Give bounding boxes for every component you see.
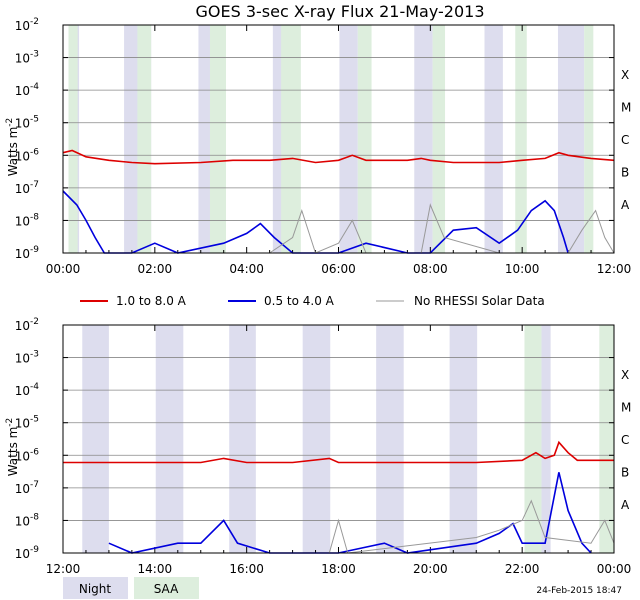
bottom-night-band-6 — [541, 325, 551, 553]
bottom-night-band-2 — [229, 325, 256, 553]
bottom-xtick-label-2: 16:00 — [229, 562, 264, 576]
top-y-axis-label: Watts m-2 — [5, 118, 20, 177]
bottom-ytick-label-5: 10-4 — [15, 382, 40, 398]
band-key: Night SAA — [63, 577, 199, 599]
bottom-ytick-label-0: 10-9 — [15, 545, 40, 561]
bottom-ytick-label-7: 10-2 — [15, 317, 39, 333]
bottom-xtick-label-4: 20:00 — [413, 562, 448, 576]
bottom-class-label-B: B — [621, 466, 629, 480]
bottom-xtick-label-3: 18:00 — [321, 562, 356, 576]
bottom-saa-band-1 — [599, 325, 614, 553]
top-xtick-label-1: 02:00 — [138, 262, 173, 276]
bottom-series-0 — [63, 440, 614, 464]
top-ytick-label-4: 10-5 — [15, 115, 39, 131]
legend: 1.0 to 8.0 A 0.5 to 4.0 A No RHESSI Sola… — [80, 294, 545, 308]
night-key-label: Night — [79, 582, 112, 596]
top-ytick-label-5: 10-4 — [15, 82, 40, 98]
bottom-night-band-3 — [302, 325, 331, 553]
bottom-night-band-5 — [449, 325, 478, 553]
footer-timestamp: 24-Feb-2015 18:47 — [536, 586, 622, 596]
top-ytick-label-7: 10-2 — [15, 17, 39, 33]
panel-bottom: 10-9 10-8 10-7 10-6 10-5 10-4 10-3 10-2 Watts m-… — [5, 317, 631, 576]
top-night-band-7 — [557, 25, 585, 253]
top-saa-band-4 — [357, 25, 372, 253]
top-xtick-label-6: 12:00 — [597, 262, 632, 276]
bottom-xtick-label-1: 14:00 — [138, 562, 173, 576]
top-xtick-label-3: 06:00 — [321, 262, 356, 276]
bottom-class-label-X: X — [621, 368, 629, 382]
panel-top: 10-9 10-8 10-7 10-6 10-5 10-4 10-3 10-2 Watts m-… — [5, 17, 631, 276]
top-saa-band-0 — [68, 25, 78, 253]
chart-title: GOES 3-sec X-ray Flux 21-May-2013 — [196, 2, 485, 21]
top-saa-band-3 — [281, 25, 301, 253]
bottom-class-label-M: M — [621, 400, 631, 414]
bottom-xtick-label-5: 22:00 — [505, 562, 540, 576]
top-class-label-X: X — [621, 68, 629, 82]
bottom-night-band-0 — [82, 325, 109, 553]
top-class-label-A: A — [621, 198, 630, 212]
top-class-label-B: B — [621, 166, 629, 180]
night-key-swatch — [63, 577, 128, 599]
top-series-2 — [269, 203, 615, 254]
bottom-y-axis-label: Watts m-2 — [5, 418, 20, 477]
bottom-ytick-label-3: 10-6 — [15, 447, 40, 463]
top-xtick-label-5: 10:00 — [505, 262, 540, 276]
legend-norhessi-label: No RHESSI Solar Data — [414, 294, 545, 308]
top-class-label-M: M — [621, 100, 631, 114]
legend-long-label: 1.0 to 8.0 A — [116, 294, 187, 308]
top-ytick-label-0: 10-9 — [15, 245, 40, 261]
top-saa-band-6 — [515, 25, 527, 253]
bottom-saa-band-0 — [524, 325, 542, 553]
top-ytick-label-6: 10-3 — [15, 50, 39, 66]
top-ytick-label-1: 10-8 — [15, 212, 40, 228]
bottom-xtick-label-6: 00:00 — [597, 562, 632, 576]
top-saa-band-1 — [137, 25, 152, 253]
bottom-night-band-4 — [376, 325, 404, 553]
legend-short-label: 0.5 to 4.0 A — [264, 294, 335, 308]
top-ytick-label-2: 10-7 — [15, 180, 39, 196]
bottom-ytick-label-1: 10-8 — [15, 512, 40, 528]
top-night-band-4 — [339, 25, 358, 253]
bottom-plot-frame — [62, 324, 615, 554]
bottom-class-label-C: C — [621, 433, 629, 447]
top-plot-frame — [62, 24, 615, 254]
top-night-band-5 — [414, 25, 433, 253]
top-xtick-label-0: 00:00 — [46, 262, 81, 276]
bottom-class-label-A: A — [621, 498, 630, 512]
saa-key-swatch — [134, 577, 199, 599]
top-xtick-label-2: 04:00 — [229, 262, 264, 276]
bottom-ytick-label-4: 10-5 — [15, 415, 39, 431]
top-ytick-label-3: 10-6 — [15, 147, 40, 163]
bottom-ytick-label-2: 10-7 — [15, 480, 39, 496]
bottom-night-band-1 — [155, 325, 184, 553]
top-night-band-6 — [484, 25, 503, 253]
saa-key-label: SAA — [154, 582, 179, 596]
top-saa-band-7 — [584, 25, 594, 253]
top-saa-band-2 — [209, 25, 227, 253]
bottom-xtick-label-0: 12:00 — [46, 562, 81, 576]
top-series-0 — [62, 149, 615, 165]
top-class-label-C: C — [621, 133, 629, 147]
top-xtick-label-4: 08:00 — [413, 262, 448, 276]
top-saa-band-5 — [432, 25, 446, 253]
bottom-ytick-label-6: 10-3 — [15, 350, 39, 366]
